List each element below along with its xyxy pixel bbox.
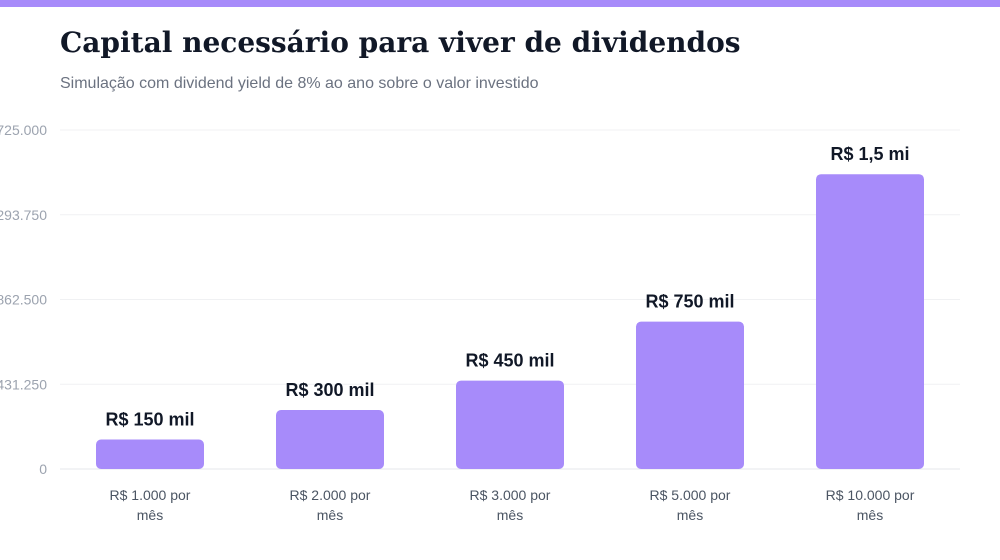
y-tick-label: 0: [39, 461, 47, 477]
x-tick-label: R$ 5.000 por: [650, 487, 731, 503]
x-tick-label: mês: [677, 507, 703, 523]
x-tick-label: R$ 3.000 por: [470, 487, 551, 503]
bar: [276, 410, 384, 469]
bar-value-label: R$ 150 mil: [105, 410, 194, 430]
x-tick-label: R$ 1.000 por: [110, 487, 191, 503]
x-tick-label: mês: [137, 507, 163, 523]
bar-value-label: R$ 300 mil: [285, 380, 374, 400]
y-tick-label: 1.293.750: [0, 207, 47, 223]
chart-title: Capital necessário para viver de dividen…: [60, 26, 741, 59]
y-tick-label: 862.500: [0, 292, 47, 308]
accent-bar: [0, 0, 1000, 7]
bar-value-label: R$ 750 mil: [645, 292, 734, 312]
bar: [96, 439, 204, 469]
x-tick-label: mês: [317, 507, 343, 523]
x-tick-label: mês: [857, 507, 883, 523]
bar: [456, 380, 564, 469]
x-tick-label: R$ 2.000 por: [290, 487, 371, 503]
chart-subtitle: Simulação com dividend yield de 8% ao an…: [60, 75, 539, 92]
x-tick-label: mês: [497, 507, 523, 523]
x-tick-label: R$ 10.000 por: [826, 487, 915, 503]
y-tick-label: 1.725.000: [0, 122, 47, 138]
bar: [636, 321, 744, 469]
bar-value-label: R$ 1,5 mi: [830, 144, 909, 164]
bar: [816, 174, 924, 469]
y-tick-label: 431.250: [0, 376, 47, 392]
bar-value-label: R$ 450 mil: [465, 351, 554, 371]
